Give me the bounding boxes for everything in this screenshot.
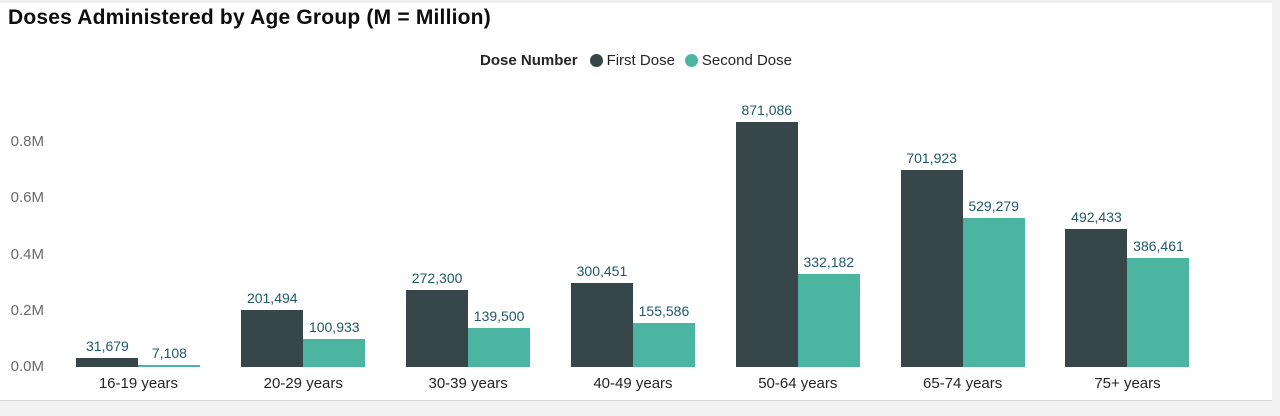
- bar-first-dose[interactable]: [241, 310, 304, 367]
- bar-column: 100,933: [303, 318, 366, 367]
- legend: Dose Number First Dose Second Dose: [0, 52, 1272, 69]
- bar-value-label: 201,494: [246, 290, 298, 307]
- bar-first-dose[interactable]: [76, 358, 139, 367]
- bar-first-dose[interactable]: [570, 282, 633, 367]
- bar-group: 701,923 529,279 65-74 years: [900, 149, 1025, 392]
- bar-value-label: 139,500: [473, 307, 525, 324]
- bar-first-dose[interactable]: [735, 122, 798, 367]
- bar-value-label: 7,108: [151, 345, 187, 362]
- category-label: 30-39 years: [428, 375, 508, 392]
- bar-column: 332,182: [797, 253, 860, 367]
- bar-second-dose[interactable]: [1127, 258, 1190, 367]
- legend-title: Dose Number: [480, 52, 578, 69]
- category-label: 50-64 years: [758, 375, 838, 392]
- bar-column: 386,461: [1127, 238, 1190, 367]
- bar-first-dose[interactable]: [900, 169, 963, 367]
- bar-value-label: 272,300: [411, 270, 463, 287]
- category-label: 16-19 years: [98, 375, 179, 392]
- bar-column: 529,279: [962, 198, 1025, 367]
- bar-value-label: 300,451: [576, 262, 628, 279]
- bar-second-dose[interactable]: [138, 365, 201, 367]
- bar-value-label: 332,182: [803, 253, 855, 270]
- y-tick-label: 0.8M: [10, 133, 44, 150]
- legend-item-label: First Dose: [606, 52, 675, 69]
- legend-item-first-dose[interactable]: First Dose: [589, 52, 675, 69]
- bar-group: 300,451 155,586 40-49 years: [570, 262, 695, 392]
- bar-group: 31,679 7,108 16-19 years: [76, 338, 201, 392]
- bar-group: 492,433 386,461 75+ years: [1065, 208, 1190, 392]
- bar-column: 139,500: [468, 307, 531, 367]
- category-label: 20-29 years: [263, 375, 343, 392]
- bar-column: 201,494: [241, 290, 304, 367]
- bar-value-label: 386,461: [1133, 238, 1184, 255]
- chart-title: Doses Administered by Age Group (M = Mil…: [8, 6, 491, 29]
- category-label: 65-74 years: [923, 375, 1003, 392]
- legend-marker-icon: [589, 54, 603, 67]
- bar-second-dose[interactable]: [797, 273, 860, 367]
- category-label: 40-49 years: [593, 375, 673, 392]
- y-axis: 0.0M 0.2M 0.4M 0.6M 0.8M: [0, 67, 46, 375]
- legend-item-second-dose[interactable]: Second Dose: [684, 52, 792, 69]
- bar-first-dose[interactable]: [406, 290, 469, 367]
- chart-visual: Doses Administered by Age Group (M = Mil…: [0, 3, 1272, 401]
- category-label: 75+ years: [1094, 375, 1161, 392]
- legend-marker-icon: [684, 54, 698, 67]
- y-tick-label: 0.6M: [10, 189, 44, 207]
- y-tick-label: 0.4M: [10, 245, 44, 263]
- bar-value-label: 100,933: [308, 318, 360, 335]
- legend-item-label: Second Dose: [701, 52, 792, 69]
- bar-second-dose[interactable]: [468, 327, 531, 367]
- bar-column: 31,679: [76, 338, 139, 367]
- bar-value-label: 31,679: [86, 338, 129, 355]
- bar-second-dose[interactable]: [962, 218, 1025, 367]
- bar-group: 272,300 139,500 30-39 years: [406, 270, 531, 392]
- bar-value-label: 155,586: [638, 303, 690, 320]
- bar-column: 492,433: [1065, 208, 1128, 367]
- bar-second-dose[interactable]: [303, 338, 366, 367]
- bar-column: 300,451: [570, 262, 633, 367]
- bar-column: 7,108: [138, 345, 201, 367]
- bar-first-dose[interactable]: [1065, 228, 1128, 367]
- bar-value-label: 492,433: [1071, 208, 1122, 225]
- bar-value-label: 871,086: [741, 102, 793, 119]
- y-tick-label: 0.0M: [10, 358, 44, 375]
- legend-items: First Dose Second Dose: [589, 52, 792, 69]
- bar-column: 272,300: [406, 270, 469, 367]
- bar-group: 871,086 332,182 50-64 years: [735, 102, 860, 392]
- y-tick-label: 0.2M: [10, 301, 44, 319]
- bar-value-label: 529,279: [968, 198, 1019, 215]
- bar-column: 701,923: [900, 149, 963, 367]
- bar-column: 155,586: [632, 303, 695, 367]
- bar-column: 871,086: [735, 102, 798, 367]
- bar-second-dose[interactable]: [632, 323, 695, 367]
- bar-group: 201,494 100,933 20-29 years: [241, 290, 366, 392]
- bar-value-label: 701,923: [906, 149, 957, 166]
- plot-area: 31,679 7,108 16-19 years 201,494 100,933 20-2…: [56, 67, 1210, 392]
